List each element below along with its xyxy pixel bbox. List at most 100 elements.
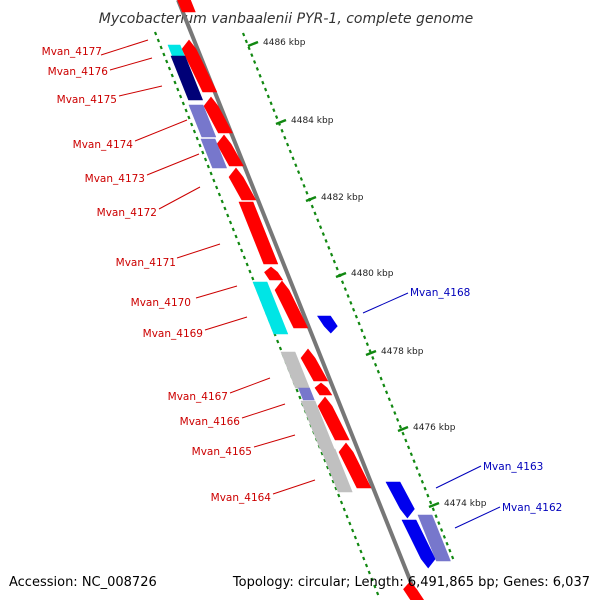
track-dot (382, 383, 386, 388)
track-dot (162, 52, 166, 57)
cds-red[interactable] (300, 348, 329, 382)
gene-label-mvan_4177[interactable]: Mvan_4177 (42, 46, 102, 58)
track-dot (181, 101, 185, 106)
gene-label-mvan_4167[interactable]: Mvan_4167 (168, 391, 228, 403)
track-dot (167, 66, 172, 71)
cds-light-blue[interactable] (188, 104, 217, 138)
scale-tick-label: 4474 kbp (444, 499, 487, 509)
gene-label-leader (241, 403, 286, 419)
gene-label-mvan_4166[interactable]: Mvan_4166 (180, 416, 241, 428)
gene-label-mvan_4168[interactable]: Mvan_4168 (410, 287, 470, 299)
track-dot (332, 259, 336, 264)
track-dot (195, 136, 199, 141)
gene-label-mvan_4173[interactable]: Mvan_4173 (85, 173, 145, 185)
cds-red[interactable] (264, 266, 284, 281)
gene-label-mvan_4169[interactable]: Mvan_4169 (143, 328, 203, 340)
track-dot (412, 459, 416, 464)
track-dot (313, 211, 317, 216)
gene-label-leader (362, 292, 409, 314)
track-dot (362, 335, 367, 340)
track-dot (276, 339, 280, 344)
cds-red[interactable] (238, 201, 279, 265)
gene-label-mvan_4174[interactable]: Mvan_4174 (73, 139, 134, 151)
track-dot (170, 73, 174, 78)
track-dot (349, 300, 353, 305)
cds-blue[interactable] (317, 315, 338, 334)
track-dot (448, 548, 452, 553)
gene-label-leader (118, 85, 163, 97)
cds-blue[interactable] (401, 519, 436, 569)
track-dot (320, 451, 324, 456)
track-dot (248, 269, 252, 274)
track-dot (226, 213, 230, 218)
map-title: Mycobacterium vanbaalenii PYR-1, complet… (99, 11, 474, 27)
track-dot (348, 521, 352, 526)
track-dot (283, 135, 287, 140)
cds-light-blue[interactable] (200, 138, 227, 169)
cds-red[interactable] (216, 134, 244, 167)
track-dot (296, 170, 301, 175)
track-dot (242, 255, 247, 260)
scale-tick-label: 4482 kbp (321, 193, 364, 203)
cds-red[interactable] (177, 0, 196, 13)
track-dot (285, 142, 290, 147)
scale-tick-mark (275, 118, 287, 126)
scale-tick-mark (397, 425, 409, 433)
cds-red[interactable] (338, 442, 372, 489)
gene-label-mvan_4162[interactable]: Mvan_4162 (502, 502, 562, 514)
genome-summary: Topology: circular; Length: 6,491,865 bp… (232, 575, 590, 590)
track-dot (437, 521, 441, 526)
cds-cyan[interactable] (167, 44, 185, 57)
gene-label-leader (272, 479, 316, 495)
track-dot (310, 204, 314, 209)
track-dot (340, 280, 345, 285)
cds-light-blue[interactable] (417, 514, 451, 562)
cds-red[interactable] (403, 581, 425, 600)
track-dot (258, 73, 262, 78)
track-dot (234, 234, 238, 239)
cds-blue[interactable] (385, 481, 415, 519)
cds-cyan[interactable] (252, 281, 289, 335)
cds-red[interactable] (228, 167, 257, 201)
scale-tick-mark (335, 271, 347, 279)
track-dot (373, 362, 378, 367)
gene-label-mvan_4171[interactable]: Mvan_4171 (116, 257, 176, 269)
gene-label-leader (229, 377, 271, 394)
cds-dark-blue[interactable] (170, 55, 203, 101)
cds-red[interactable] (317, 396, 350, 441)
gene-label-mvan_4163[interactable]: Mvan_4163 (483, 461, 543, 473)
track-dot (316, 218, 320, 223)
track-dot (328, 472, 333, 477)
scale-tick-label: 4480 kbp (351, 269, 394, 279)
track-dot (390, 404, 394, 409)
track-dot (269, 101, 273, 106)
cds-red[interactable] (274, 280, 309, 329)
genome-backbone (176, 0, 420, 600)
gene-label-mvan_4170[interactable]: Mvan_4170 (131, 297, 191, 309)
cds-light-blue[interactable] (298, 387, 315, 401)
gene-label-mvan_4176[interactable]: Mvan_4176 (48, 66, 109, 78)
gene-label-mvan_4164[interactable]: Mvan_4164 (211, 492, 272, 504)
track-dot (251, 276, 255, 281)
track-dot (365, 342, 369, 347)
track-dot (357, 321, 361, 326)
gene-label-mvan_4165[interactable]: Mvan_4165 (192, 446, 252, 458)
gene-label-mvan_4175[interactable]: Mvan_4175 (57, 94, 117, 106)
track-dot (346, 294, 350, 298)
track-dot (401, 431, 405, 436)
track-dot (294, 163, 298, 168)
scale-tick-mark (428, 501, 440, 509)
cds-grey[interactable] (320, 448, 353, 493)
track-dot (431, 507, 435, 512)
track-dot (373, 584, 377, 589)
gene-label-mvan_4172[interactable]: Mvan_4172 (97, 207, 157, 219)
scale-tick-label: 4486 kbp (263, 38, 306, 48)
track-dot (345, 514, 349, 519)
track-dot (240, 248, 244, 253)
accession-label: Accession: NC_008726 (9, 575, 157, 590)
gene-label-leader (134, 119, 188, 142)
cds-red[interactable] (314, 382, 333, 396)
cds-red[interactable] (203, 96, 233, 134)
cds-red[interactable] (181, 39, 218, 93)
